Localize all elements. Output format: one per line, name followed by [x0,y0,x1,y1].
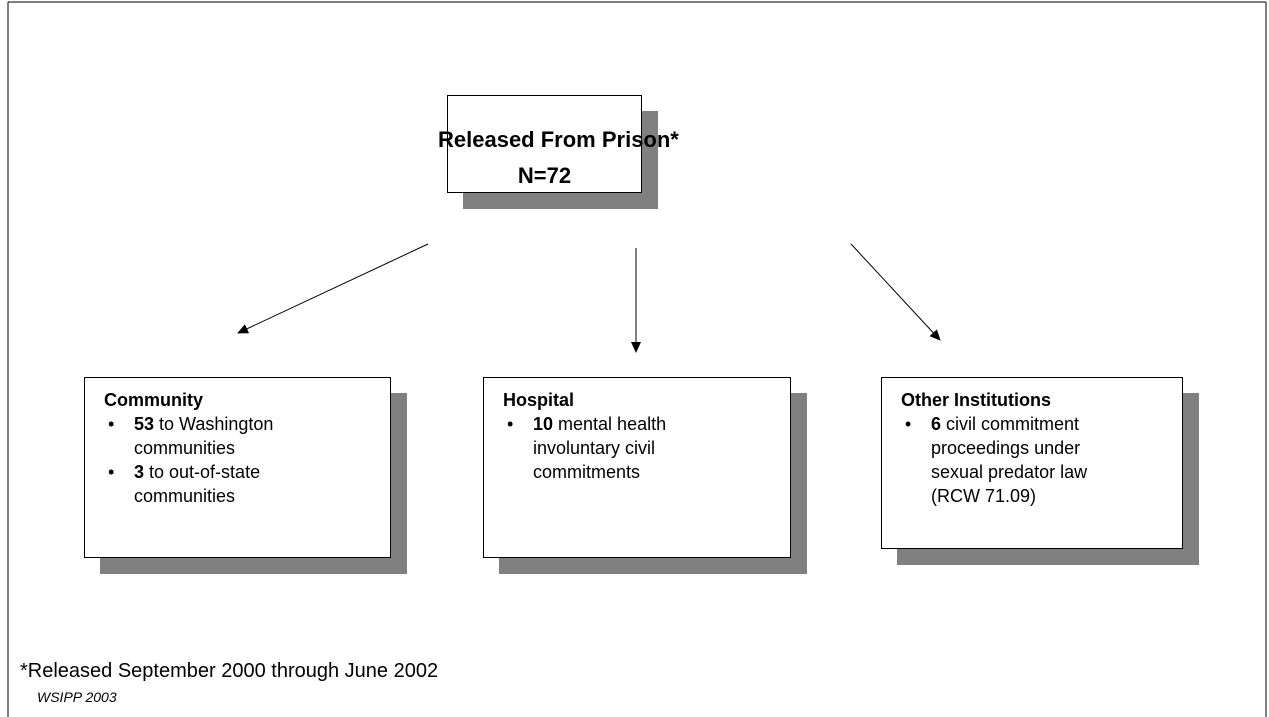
root-count: N=72 [517,163,572,188]
bullet-item: 53 to Washington communities [104,412,329,460]
bullet-item: 3 to out-of-state communities [104,460,329,508]
item-text: to Washington communities [134,414,274,458]
node-title: Other Institutions [901,390,1051,410]
item-text: to out-of-state communities [134,462,261,506]
node-title: Community [104,390,203,410]
bullet-item: 10 mental health involuntary civil commi… [503,412,728,484]
arrow [237,243,429,334]
node-title: Hospital [503,390,575,410]
item-text: mental health involuntary civil commitme… [533,414,667,482]
item-count: 10 [533,414,554,434]
item-text: civil commitment proceedings under sexua… [931,414,1088,506]
item-count: 6 [931,414,942,434]
arrow [850,243,941,341]
footnote: *Released September 2000 through June 20… [20,660,439,682]
root-title: Released From Prison* [438,127,679,152]
source: WSIPP 2003 [37,689,117,705]
node-box: Hospital10 mental health involuntary civ… [483,377,791,558]
item-count: 3 [134,462,145,482]
root-node: Released From Prison* N=72 [438,95,679,193]
node-box: Community53 to Washington communities3 t… [84,377,391,558]
item-count: 53 [134,414,155,434]
node-box: Other Institutions6 civil commitment pro… [881,377,1183,549]
bullet-item: 6 civil commitment proceedings under sex… [901,412,1126,508]
